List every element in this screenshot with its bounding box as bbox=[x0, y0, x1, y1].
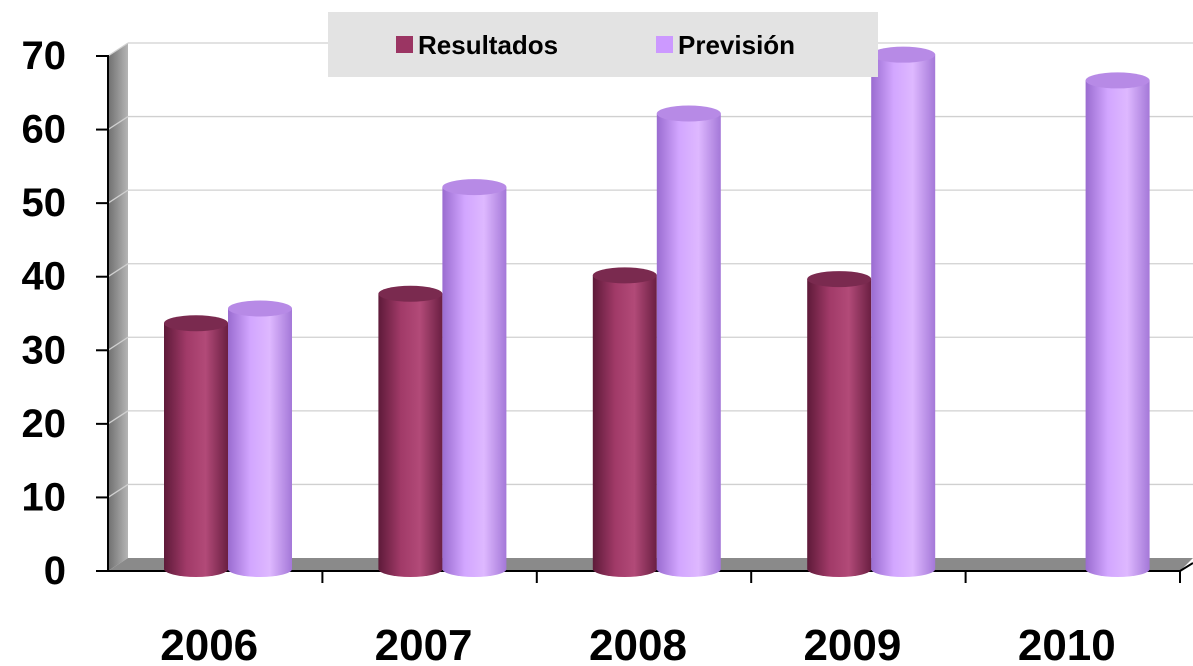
bar-previsi-n-2009 bbox=[871, 46, 936, 577]
bar-top bbox=[807, 271, 872, 288]
legend-box bbox=[328, 12, 878, 77]
legend-swatch-resultados bbox=[396, 36, 413, 53]
bar-top bbox=[1085, 72, 1150, 89]
gridline-side bbox=[107, 263, 129, 278]
bar-top bbox=[592, 267, 657, 284]
x-tick-label: 2008 bbox=[589, 621, 687, 666]
bar-body bbox=[164, 323, 228, 577]
gridline-side bbox=[107, 189, 129, 204]
bar-previsi-n-2010 bbox=[1085, 72, 1150, 577]
y-tick-labels: 0 10 20 30 40 50 60 70 bbox=[22, 34, 67, 593]
gridline-side bbox=[107, 116, 129, 131]
bars bbox=[164, 46, 1150, 578]
y-tick-label: 20 bbox=[22, 402, 67, 446]
bar-top bbox=[871, 46, 936, 63]
y-tick-label: 10 bbox=[22, 475, 67, 519]
legend-swatch-prevision bbox=[656, 36, 673, 53]
x-axis-line-end bbox=[1179, 562, 1193, 572]
gridline-side bbox=[107, 336, 129, 351]
bar-top bbox=[442, 179, 507, 196]
bar-body bbox=[871, 54, 936, 577]
bar-resultados-2007 bbox=[378, 285, 443, 577]
bar-resultados-2006 bbox=[164, 315, 228, 577]
bar-body bbox=[1085, 80, 1150, 577]
bar-top bbox=[378, 285, 443, 302]
x-tick-labels: 2006 2007 2008 2009 2010 bbox=[160, 621, 1115, 666]
bar-previsi-n-2007 bbox=[442, 179, 507, 577]
bar-top bbox=[164, 315, 228, 332]
x-tick-label: 2010 bbox=[1018, 621, 1116, 666]
bar-resultados-2009 bbox=[807, 271, 872, 577]
legend: Resultados Previsión bbox=[328, 12, 878, 77]
x-tick-label: 2009 bbox=[803, 621, 901, 666]
bar-previsi-n-2006 bbox=[228, 300, 292, 577]
legend-label-prevision: Previsión bbox=[678, 30, 795, 60]
bar-body bbox=[228, 308, 292, 577]
gridline-side bbox=[107, 410, 129, 425]
bar-body bbox=[592, 275, 657, 577]
bar-previsi-n-2008 bbox=[656, 105, 721, 578]
y-tick-label: 0 bbox=[44, 549, 66, 593]
side-wall bbox=[108, 43, 128, 571]
bar-top bbox=[228, 300, 292, 317]
gridline-side bbox=[107, 483, 129, 498]
legend-label-resultados: Resultados bbox=[418, 30, 558, 60]
x-tick-label: 2006 bbox=[160, 621, 258, 666]
bar-body bbox=[378, 293, 443, 577]
y-tick-label: 60 bbox=[22, 108, 67, 152]
y-tick-label: 40 bbox=[22, 255, 67, 299]
x-tick-label: 2007 bbox=[375, 621, 473, 666]
bar-top bbox=[656, 105, 721, 122]
y-tick-label: 70 bbox=[22, 34, 67, 78]
y-tick-label: 50 bbox=[22, 181, 67, 225]
bar-body bbox=[807, 279, 872, 577]
bar-body bbox=[656, 113, 721, 578]
bar-resultados-2008 bbox=[592, 267, 657, 577]
bar-body bbox=[442, 187, 507, 577]
y-tick-label: 30 bbox=[22, 328, 67, 372]
gridline-side bbox=[107, 42, 129, 57]
